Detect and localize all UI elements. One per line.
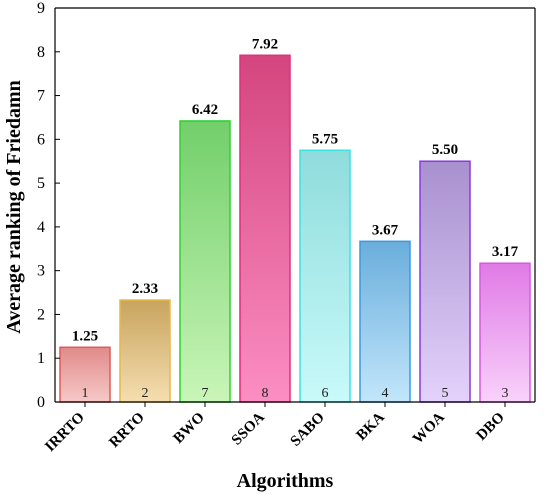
rank-label: 3 [502, 386, 509, 401]
bar-rrto [119, 299, 171, 403]
value-label: 3.17 [492, 244, 519, 260]
y-tick-label: 0 [37, 394, 45, 411]
bar-irrto [59, 346, 111, 403]
value-label: 6.42 [192, 102, 218, 118]
x-tick-label: SSOA [229, 409, 268, 448]
x-axis-title: Algorithms [237, 470, 334, 492]
y-tick-label: 2 [37, 306, 45, 323]
y-tick-label: 1 [37, 350, 45, 367]
bars-layer: 1.25 1 2.33 2 6.42 7 7.92 8 5.75 6 3.67 4 5.50 5 3.17 3 [59, 36, 531, 403]
y-tick-label: 8 [37, 44, 45, 61]
x-tick-label: IRRTO [42, 410, 88, 456]
y-tick-label: 4 [37, 219, 45, 236]
y-tick-label: 7 [37, 88, 45, 105]
y-tick-label: 5 [37, 175, 45, 192]
y-tick-label: 6 [37, 131, 45, 148]
y-tick-label: 3 [37, 263, 45, 280]
value-label: 3.67 [372, 222, 399, 238]
rank-label: 8 [262, 386, 269, 401]
x-tick-label: DBO [474, 410, 508, 444]
x-tick-label: RRTO [106, 410, 147, 451]
y-tick-label: 9 [37, 0, 45, 17]
value-label: 2.33 [132, 281, 158, 297]
rank-label: 1 [82, 386, 89, 401]
y-axis-title: Average ranking of Friedamn [3, 80, 25, 334]
x-tick-label: BKA [354, 409, 388, 443]
bar-ssoa [239, 54, 291, 403]
value-label: 1.25 [72, 328, 98, 344]
bar-sabo [299, 149, 351, 403]
rank-label: 2 [142, 386, 149, 401]
rank-label: 5 [442, 386, 449, 401]
bar-bwo [179, 120, 231, 403]
value-label: 7.92 [252, 36, 278, 52]
bar-dbo [479, 262, 531, 403]
rank-label: 4 [382, 386, 389, 401]
rank-label: 7 [202, 386, 209, 401]
x-tick-label: SABO [288, 410, 328, 450]
value-label: 5.50 [432, 142, 458, 158]
bar-bka [359, 240, 411, 403]
bar-woa [419, 160, 471, 403]
rank-label: 6 [322, 386, 329, 401]
value-label: 5.75 [312, 131, 338, 147]
x-tick-label: BWO [171, 410, 208, 447]
x-tick-label: WOA [410, 409, 448, 447]
